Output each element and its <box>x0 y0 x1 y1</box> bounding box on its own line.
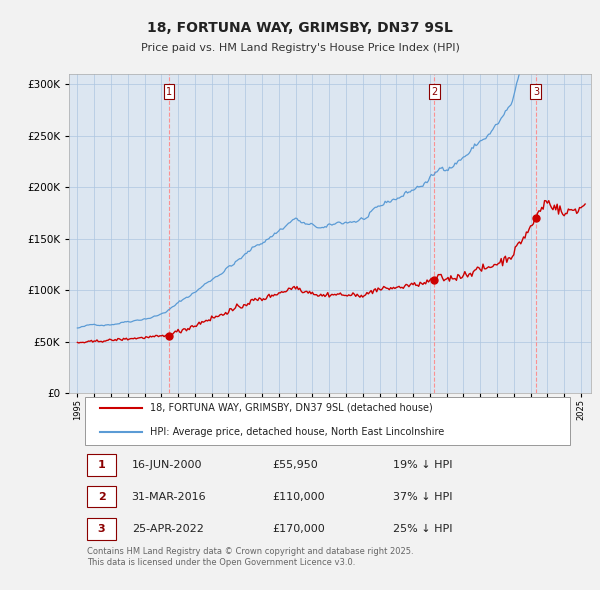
Text: Contains HM Land Registry data © Crown copyright and database right 2025.
This d: Contains HM Land Registry data © Crown c… <box>87 548 414 566</box>
Text: 3: 3 <box>533 87 539 97</box>
Text: 18, FORTUNA WAY, GRIMSBY, DN37 9SL (detached house): 18, FORTUNA WAY, GRIMSBY, DN37 9SL (deta… <box>150 403 433 413</box>
Text: HPI: Average price, detached house, North East Lincolnshire: HPI: Average price, detached house, Nort… <box>150 427 444 437</box>
Text: 25-APR-2022: 25-APR-2022 <box>131 524 203 534</box>
Text: £170,000: £170,000 <box>272 524 325 534</box>
Text: 1: 1 <box>98 460 106 470</box>
Text: 37% ↓ HPI: 37% ↓ HPI <box>392 491 452 502</box>
Text: 16-JUN-2000: 16-JUN-2000 <box>131 460 202 470</box>
FancyBboxPatch shape <box>87 454 116 476</box>
Text: 3: 3 <box>98 524 106 534</box>
Text: 1: 1 <box>166 87 172 97</box>
Text: 31-MAR-2016: 31-MAR-2016 <box>131 491 206 502</box>
Text: £110,000: £110,000 <box>272 491 325 502</box>
Text: £55,950: £55,950 <box>272 460 319 470</box>
Text: 18, FORTUNA WAY, GRIMSBY, DN37 9SL: 18, FORTUNA WAY, GRIMSBY, DN37 9SL <box>147 21 453 35</box>
FancyBboxPatch shape <box>87 518 116 540</box>
Text: 2: 2 <box>98 491 106 502</box>
Text: 19% ↓ HPI: 19% ↓ HPI <box>392 460 452 470</box>
Text: 25% ↓ HPI: 25% ↓ HPI <box>392 524 452 534</box>
FancyBboxPatch shape <box>85 397 570 445</box>
Text: 2: 2 <box>431 87 437 97</box>
Text: Price paid vs. HM Land Registry's House Price Index (HPI): Price paid vs. HM Land Registry's House … <box>140 43 460 53</box>
FancyBboxPatch shape <box>87 486 116 507</box>
